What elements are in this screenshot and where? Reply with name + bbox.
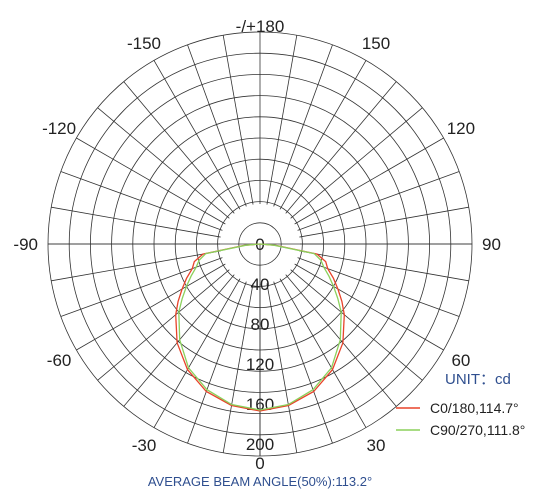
grid-spoke (266, 283, 298, 453)
grid-spoke (299, 250, 469, 282)
grid-spoke (290, 107, 423, 219)
angle-label-0: 0 (255, 454, 264, 473)
angle-label-180: -/+180 (236, 17, 285, 36)
series-group (175, 243, 345, 412)
grid-spoke (60, 171, 223, 231)
grid-spoke (273, 281, 333, 444)
grid-spoke (273, 44, 333, 207)
beam-angle-footer: AVERAGE BEAM ANGLE(50%):113.2° (148, 474, 372, 489)
grid-spoke (285, 274, 397, 407)
grid-spoke (51, 250, 221, 282)
grid-spoke (279, 60, 367, 210)
unit-label: UNIT：cd (445, 371, 511, 388)
series-c0-180-curve (175, 243, 345, 412)
grid-spoke (290, 269, 423, 381)
grid-spoke (60, 257, 223, 317)
polar-grid (47, 31, 473, 457)
radial-tick-40: 40 (251, 275, 270, 294)
angle-label-neg60: -60 (47, 351, 72, 370)
grid-spoke (279, 278, 367, 428)
radial-tick-200: 200 (246, 435, 274, 454)
grid-spoke (153, 278, 241, 428)
grid-spoke (299, 206, 469, 238)
grid-spoke (266, 35, 298, 205)
grid-spoke (294, 263, 444, 351)
radial-tick-120: 120 (246, 355, 274, 374)
angle-label-neg120: -120 (42, 119, 76, 138)
grid-spoke (294, 137, 444, 225)
grid-spoke (297, 257, 460, 317)
grid-spoke (222, 35, 254, 205)
grid-spoke (153, 60, 241, 210)
grid-spoke (123, 274, 235, 407)
grid-spoke (123, 81, 235, 214)
angle-label-90: 90 (482, 235, 501, 254)
angle-label-30: 30 (367, 436, 386, 455)
legend-label-c90: C90/270,111.8° (430, 422, 525, 438)
grid-spoke (297, 171, 460, 231)
grid-spoke (76, 137, 226, 225)
grid-spoke (97, 269, 230, 381)
angle-label-120: 120 (447, 119, 475, 138)
grid-spoke (187, 281, 247, 444)
grid-spoke (187, 44, 247, 207)
legend: C0/180,114.7° C90/270,111.8° (396, 400, 525, 438)
angle-labels: -/+180 -150 150 -120 120 -90 90 -60 60 -30 30 (13, 17, 501, 455)
angle-label-neg150: -150 (127, 34, 161, 53)
grid-spoke (285, 81, 397, 214)
grid-spoke (222, 283, 254, 453)
angle-label-neg90: -90 (13, 235, 38, 254)
angle-label-150: 150 (362, 34, 390, 53)
legend-label-c0: C0/180,114.7° (430, 400, 519, 416)
angle-label-60: 60 (451, 351, 470, 370)
grid-spoke (76, 263, 226, 351)
grid-spoke (51, 206, 221, 238)
series-c90-270-curve (178, 243, 342, 411)
grid-spoke (97, 107, 230, 219)
angle-label-neg30: -30 (132, 436, 157, 455)
radial-tick-80: 80 (251, 315, 270, 334)
